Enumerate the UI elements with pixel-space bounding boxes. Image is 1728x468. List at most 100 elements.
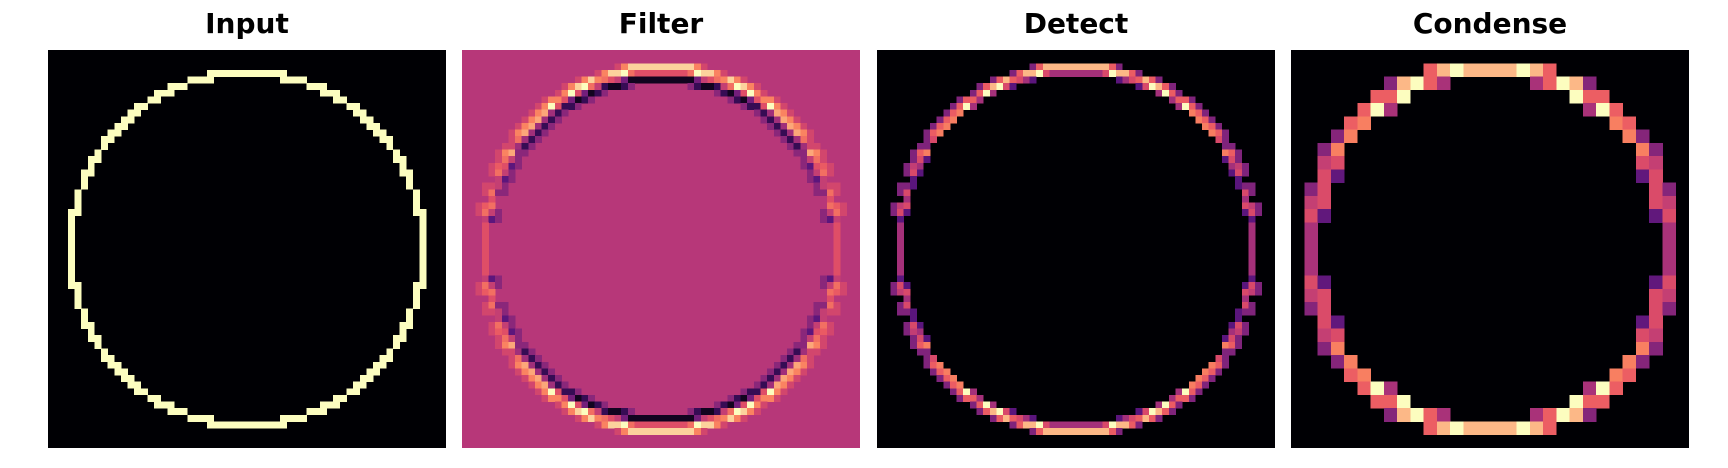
condense-pixel: [1304, 249, 1318, 263]
filter-pixel: [773, 375, 781, 382]
detect-pixel: [916, 142, 924, 150]
input-pixel: [293, 76, 301, 84]
input-pixel: [386, 142, 394, 150]
filter-pixel: [714, 421, 721, 429]
filter-pixel: [787, 361, 794, 369]
input-pixel: [359, 375, 367, 382]
condense-pixel: [1490, 421, 1504, 436]
filter-pixel: [833, 249, 841, 256]
filter-pixel: [601, 414, 609, 422]
detect-pixel: [1235, 156, 1243, 164]
condense-pixel: [1410, 408, 1424, 422]
filter-pixel: [760, 116, 768, 124]
filter-pixel: [594, 421, 602, 429]
filter-pixel: [667, 414, 675, 422]
input-pixel: [300, 414, 307, 422]
filter-pixel: [813, 328, 821, 336]
detect-pixel: [1215, 129, 1223, 137]
detect-pixel: [1228, 328, 1236, 336]
filter-pixel: [508, 335, 516, 343]
filter-pixel: [568, 388, 576, 396]
detect-pixel: [1195, 375, 1203, 382]
filter-pixel: [753, 388, 761, 396]
input-pixel: [266, 421, 274, 429]
detect-pixel: [1076, 69, 1083, 77]
filter-pixel: [840, 202, 848, 210]
condense-pixel: [1317, 209, 1332, 223]
filter-pixel: [800, 129, 808, 137]
detect-pixel: [1188, 109, 1196, 117]
condense-pixel: [1556, 408, 1570, 422]
condense-pixel: [1304, 209, 1318, 223]
detect-pixel: [1188, 103, 1196, 110]
detect-pixel: [930, 361, 937, 369]
input-pixel: [399, 335, 407, 343]
input-pixel: [412, 295, 420, 303]
detect-pixel: [1022, 69, 1030, 77]
condense-pixel: [1304, 275, 1318, 290]
filter-pixel: [588, 76, 595, 84]
input-pixel: [392, 149, 400, 157]
filter-pixel: [634, 421, 642, 429]
detect-pixel: [1003, 83, 1010, 91]
filter-pixel: [820, 156, 828, 164]
condense-pixel: [1635, 156, 1650, 170]
filter-pixel: [813, 162, 821, 170]
filter-pixel: [574, 401, 582, 409]
filter-pixel: [588, 96, 595, 104]
filter-pixel: [793, 116, 801, 124]
filter-pixel: [740, 103, 748, 110]
input-pixel: [187, 414, 195, 422]
detect-pixel: [936, 361, 944, 369]
filter-pixel: [820, 328, 828, 336]
filter-pixel: [780, 103, 788, 110]
filter-pixel: [548, 96, 556, 104]
filter-pixel: [674, 69, 682, 77]
detect-pixel: [1162, 83, 1170, 91]
input-pixel: [392, 341, 400, 349]
detect-pixel: [903, 189, 911, 197]
input-pixel: [412, 288, 420, 296]
detect-pixel: [983, 83, 991, 91]
condense-pixel: [1596, 394, 1610, 409]
detect-pixel: [910, 162, 918, 170]
filter-pixel: [753, 381, 761, 389]
detect-pixel: [930, 122, 937, 130]
input-pixel: [319, 408, 327, 416]
detect-pixel: [896, 215, 904, 223]
input-pixel: [227, 69, 235, 77]
condense-pixel: [1397, 89, 1411, 104]
input-pixel: [67, 215, 75, 223]
input-pixel: [74, 202, 82, 210]
filter-pixel: [806, 129, 814, 137]
detect-pixel: [903, 328, 911, 336]
detect-pixel: [1029, 63, 1037, 71]
detect-pixel: [1062, 421, 1070, 429]
filter-pixel: [767, 122, 775, 130]
condense-pixel: [1423, 408, 1438, 422]
filter-pixel: [568, 96, 576, 104]
filter-pixel: [767, 96, 775, 104]
condense-pixel: [1649, 341, 1663, 356]
detect-pixel: [896, 308, 904, 316]
detect-pixel: [1115, 63, 1123, 71]
filter-pixel: [614, 414, 622, 422]
input-pixel: [127, 381, 135, 389]
detect-pixel: [1036, 69, 1044, 77]
detect-pixel: [1241, 189, 1249, 197]
detect-pixel: [903, 162, 911, 170]
filter-pixel: [747, 103, 755, 110]
filter-pixel: [773, 368, 781, 376]
filter-pixel: [753, 96, 761, 104]
filter-pixel: [773, 388, 781, 396]
filter-pixel: [481, 302, 489, 309]
filter-pixel: [833, 202, 841, 210]
filter-pixel: [661, 421, 668, 429]
input-pixel: [333, 401, 341, 409]
input-pixel: [67, 209, 75, 217]
detect-pixel: [1235, 328, 1243, 336]
detect-pixel: [923, 341, 931, 349]
detect-pixel: [1241, 282, 1249, 290]
detect-pixel: [956, 96, 964, 104]
condense-pixel: [1344, 129, 1358, 144]
